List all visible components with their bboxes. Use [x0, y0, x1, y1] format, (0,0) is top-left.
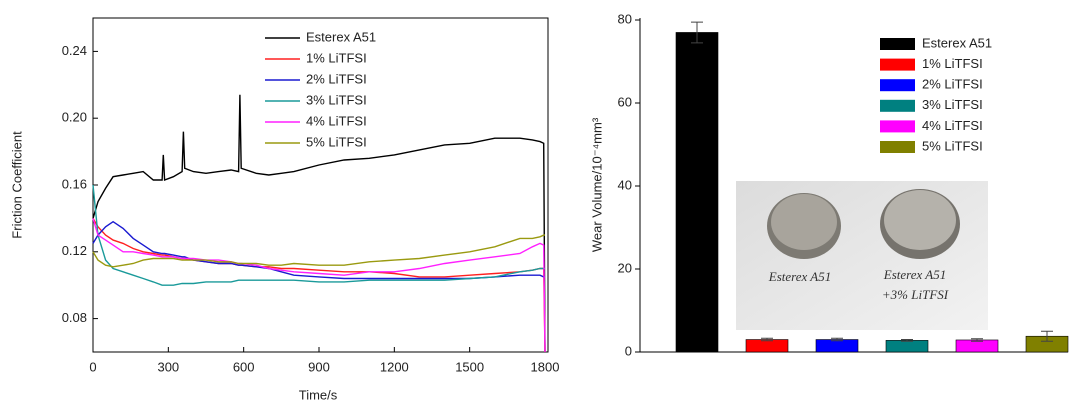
y-tick-label: 0.24	[62, 43, 87, 58]
legend-label: 4% LiTFSI	[922, 118, 983, 133]
legend-label: 2% LiTFSI	[306, 71, 367, 86]
legend-label: 1% LiTFSI	[922, 56, 983, 71]
legend-label: 1% LiTFSI	[306, 50, 367, 65]
photo-label: Esterex A51	[883, 267, 946, 282]
series-line	[92, 184, 545, 286]
sample-surface	[884, 190, 956, 250]
legend-label: 5% LiTFSI	[306, 134, 367, 149]
legend-swatch	[880, 79, 915, 92]
y-tick-label: 60	[618, 94, 632, 109]
bar	[955, 339, 999, 353]
x-axis-label: Time/s	[299, 387, 338, 402]
legend-swatch	[880, 38, 915, 50]
x-tick-label: 1800	[531, 359, 560, 374]
y-tick-label: 0.08	[62, 310, 87, 325]
bar	[745, 339, 789, 353]
y-tick-label: 0	[625, 343, 632, 358]
legend-label: 4% LiTFSI	[306, 113, 367, 128]
y-tick-label: 80	[618, 11, 632, 26]
y-tick-label: 0.20	[62, 110, 87, 125]
legend-swatch	[880, 141, 915, 153]
legend-label: 3% LiTFSI	[306, 92, 367, 107]
legend-label: Esterex A51	[306, 29, 376, 44]
legend-label: Esterex A51	[922, 35, 992, 50]
error-bar	[901, 339, 913, 342]
sample-surface	[771, 194, 837, 250]
y-axis-label: Wear Volume/10⁻⁴mm³	[589, 117, 604, 252]
y-axis-label: Friction Coefficient	[9, 131, 24, 239]
y-tick-label: 40	[618, 177, 632, 192]
photo-label: Esterex A51	[768, 269, 831, 284]
error-bar	[761, 337, 773, 342]
plot-frame	[92, 17, 549, 353]
legend-swatch	[880, 99, 915, 112]
error-bar	[971, 338, 983, 342]
y-tick-label: 0.16	[62, 176, 87, 191]
y-tick-label: 0.12	[62, 243, 87, 258]
bar	[885, 340, 929, 353]
legend-swatch	[880, 120, 915, 133]
x-tick-label: 600	[233, 359, 255, 374]
legend-swatch	[880, 58, 915, 71]
legend-label: 3% LiTFSI	[922, 97, 983, 112]
bar	[675, 32, 719, 353]
error-bar	[691, 21, 703, 44]
legend-label: 2% LiTFSI	[922, 77, 983, 92]
x-tick-label: 0	[89, 359, 96, 374]
series-line	[92, 94, 546, 353]
x-tick-label: 300	[157, 359, 179, 374]
y-tick-label: 20	[618, 260, 632, 275]
photo-label: +3% LiTFSI	[882, 287, 949, 302]
x-tick-label: 900	[308, 359, 330, 374]
inset-photo: Esterex A51 Esterex A51 +3% LiTFSI	[736, 181, 988, 330]
series-line	[92, 234, 545, 268]
error-bar	[831, 337, 843, 342]
x-tick-label: 1200	[380, 359, 409, 374]
error-bar	[1041, 330, 1053, 342]
bar	[815, 339, 859, 353]
legend-label: 5% LiTFSI	[922, 138, 983, 153]
x-tick-label: 1500	[455, 359, 484, 374]
